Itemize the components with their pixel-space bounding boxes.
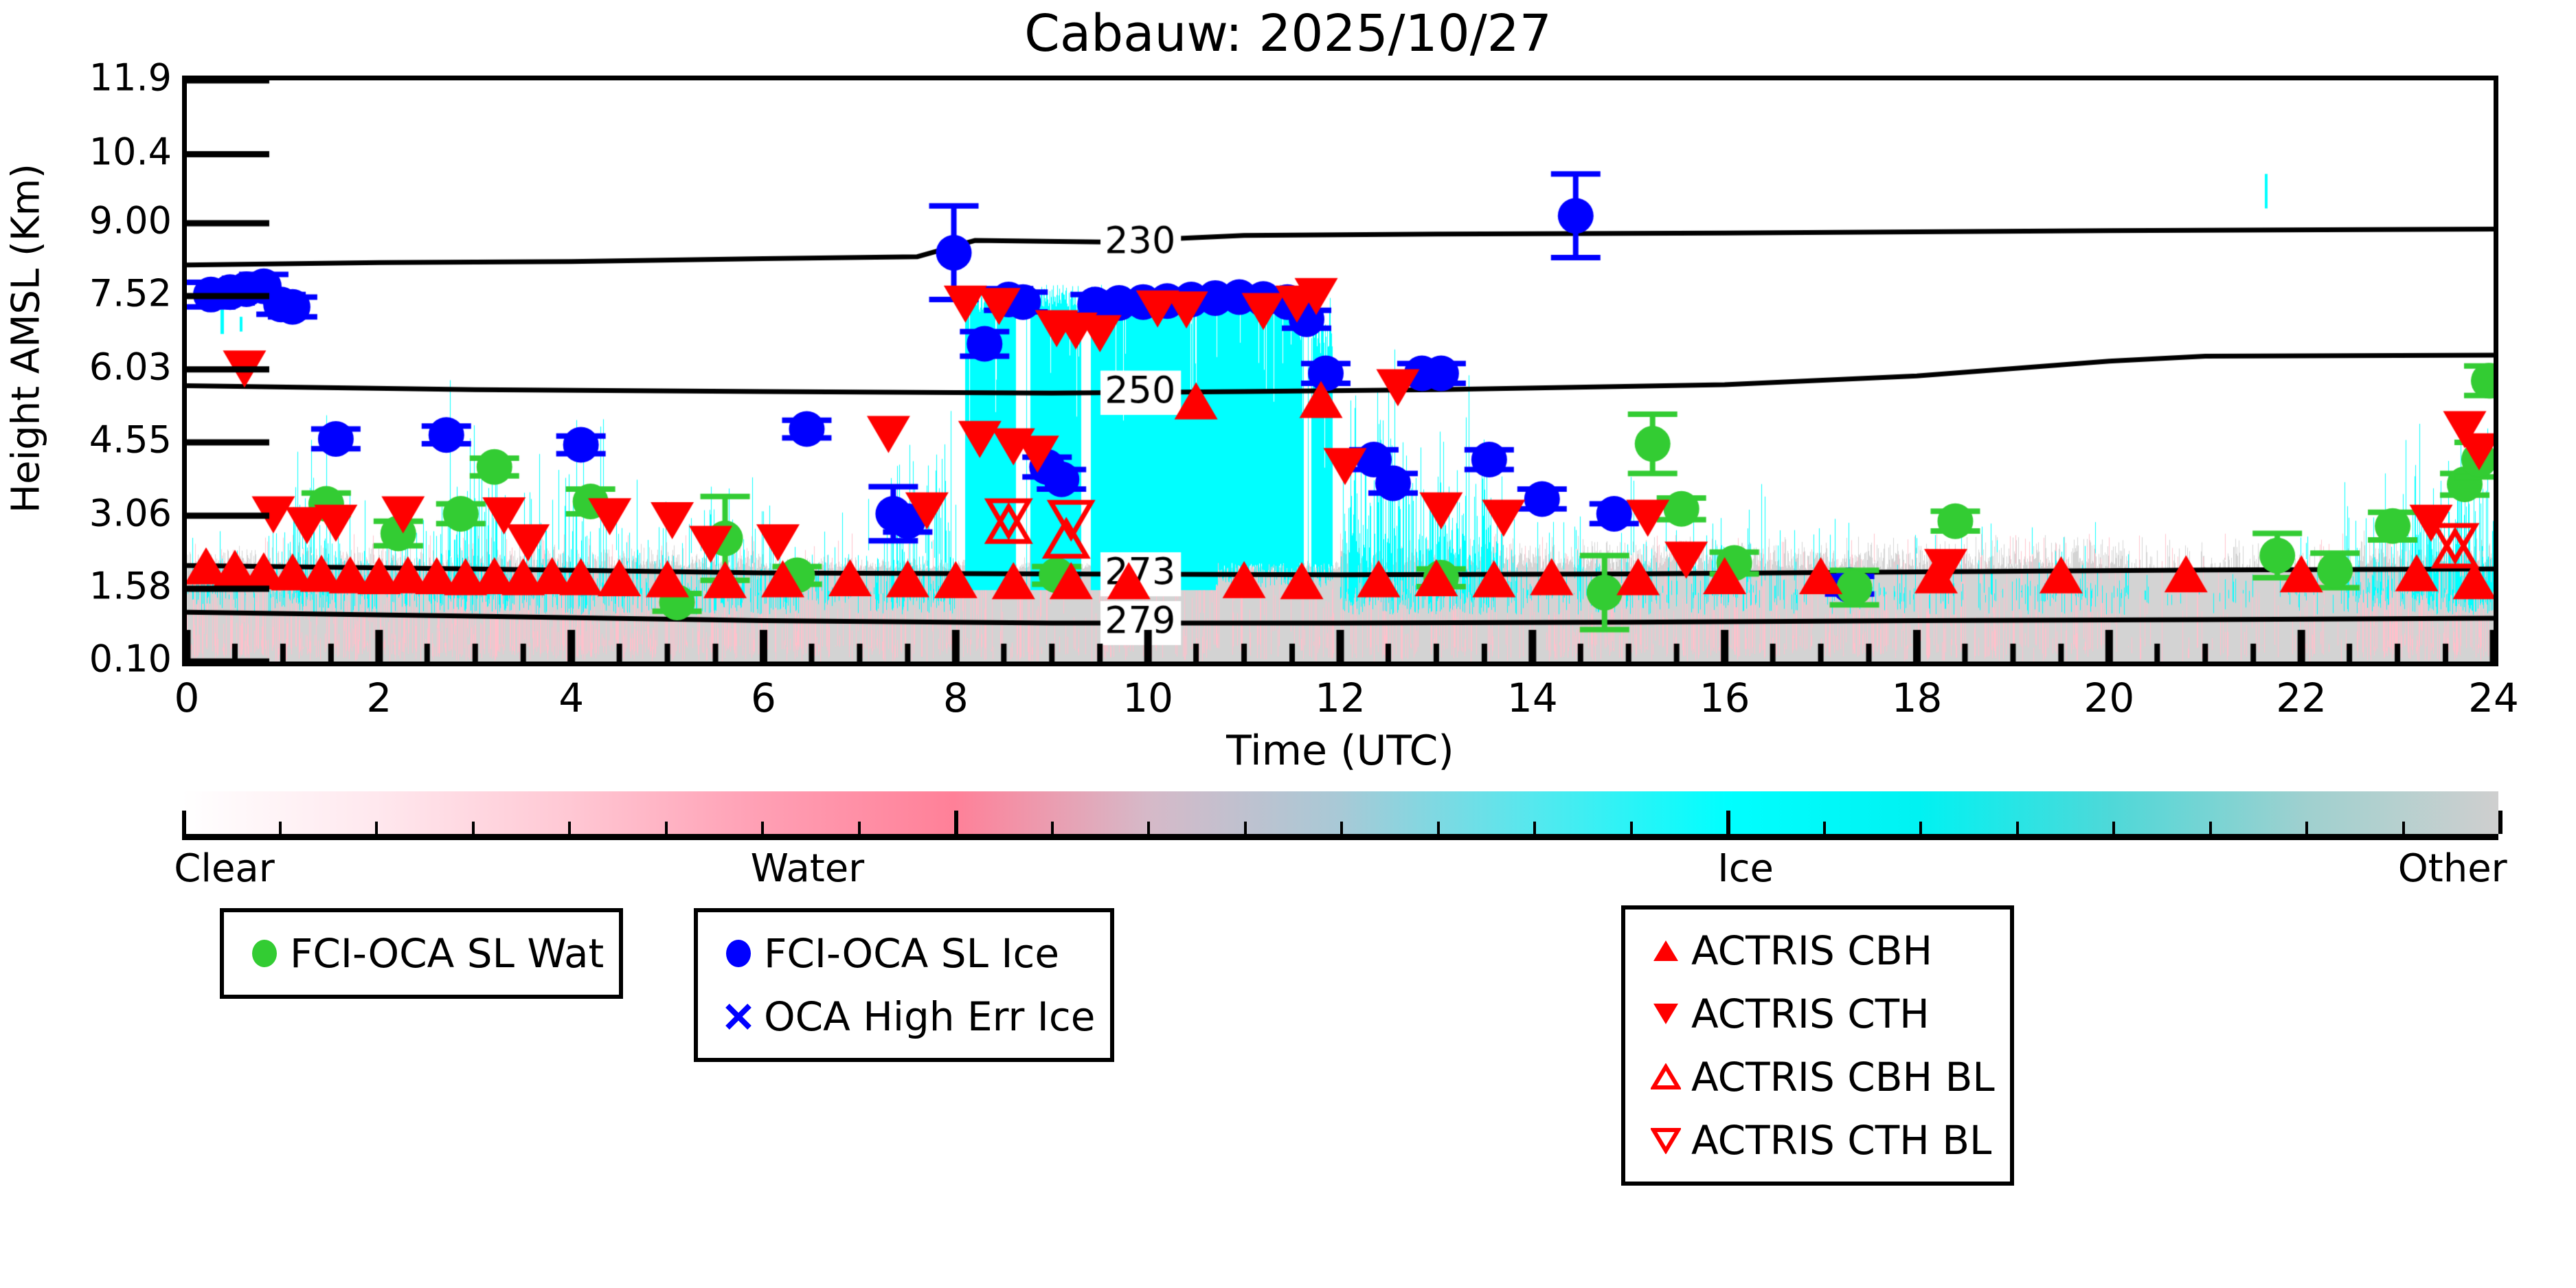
triangle-down-open-icon xyxy=(1640,1127,1691,1154)
colorbar-tick xyxy=(1436,822,1440,834)
x-tick-label: 6 xyxy=(751,675,776,721)
legend-label: ACTRIS CBH BL xyxy=(1691,1054,1995,1100)
colorbar-tick xyxy=(278,822,282,834)
legend-item[interactable]: ACTRIS CBH xyxy=(1640,919,1995,982)
legend-label: FCI-OCA SL Wat xyxy=(290,930,605,977)
x-tick-label: 8 xyxy=(942,675,969,721)
circle-filled-icon xyxy=(713,940,764,967)
colorbar-tick xyxy=(2015,822,2019,834)
legend-label: FCI-OCA SL Ice xyxy=(764,930,1060,977)
x-tick-label: 22 xyxy=(2276,675,2327,721)
page-title: Cabauw: 2025/10/27 xyxy=(1024,4,1552,63)
colorbar-label: Ice xyxy=(1717,846,1774,891)
colorbar-tick xyxy=(1822,822,1826,834)
x-axis-tick-labels: 0 2 4 6 8 10 12 14 16 18 20 22 24 xyxy=(174,675,2519,730)
colorbar-tick xyxy=(1533,822,1536,834)
colorbar-tick xyxy=(2112,822,2115,834)
legend-label: ACTRIS CTH BL xyxy=(1691,1117,1992,1164)
x-tick-label: 0 xyxy=(174,675,200,721)
colorbar-tick xyxy=(761,822,764,834)
x-tick-label: 4 xyxy=(558,675,585,721)
x-tick-label: 2 xyxy=(366,675,392,721)
legend-item[interactable]: OCA High Err Ice xyxy=(713,985,1095,1048)
x-tick-label: 16 xyxy=(1699,675,1750,721)
legend-label: ACTRIS CBH xyxy=(1691,927,1933,974)
colorbar-tick-labels: Clear Water Ice Other xyxy=(0,846,2576,894)
legend-label: OCA High Err Ice xyxy=(764,993,1096,1040)
colorbar-tick xyxy=(2402,822,2405,834)
colorbar-tick xyxy=(954,811,958,834)
legend-actris: ACTRIS CBH ACTRIS CTH ACTRIS CBH BL ACTR… xyxy=(1621,905,2014,1186)
colorbar-tick xyxy=(375,822,378,834)
colorbar-label: Clear xyxy=(174,846,275,891)
plot-area xyxy=(182,76,2498,666)
colorbar-tick xyxy=(1726,811,1730,834)
y-tick-label: 11.9 xyxy=(89,56,172,100)
legend-item[interactable]: ACTRIS CTH BL xyxy=(1640,1109,1995,1172)
x-tick-label: 20 xyxy=(2083,675,2135,721)
legend-item[interactable]: FCI-OCA SL Ice xyxy=(713,922,1095,985)
x-tick-label: 14 xyxy=(1506,675,1558,721)
colorbar-tick xyxy=(857,822,861,834)
legend-item[interactable]: FCI-OCA SL Wat xyxy=(239,922,604,985)
colorbar-label: Water xyxy=(750,846,865,891)
colorbar-label: Other xyxy=(2397,846,2507,891)
x-cross-icon xyxy=(713,1002,764,1032)
legend-water: FCI-OCA SL Wat xyxy=(220,908,624,999)
colorbar-tick xyxy=(1629,822,1633,834)
x-tick-label: 24 xyxy=(2468,675,2519,721)
y-tick-label: 6.03 xyxy=(89,345,172,389)
colorbar-tick xyxy=(664,822,668,834)
y-tick-label: 0.10 xyxy=(89,637,172,681)
y-tick-label: 3.06 xyxy=(89,491,172,535)
colorbar-tick xyxy=(1243,822,1247,834)
y-tick-label: 9.00 xyxy=(89,199,172,242)
colorbar-tick xyxy=(1050,822,1054,834)
y-tick-label: 7.52 xyxy=(89,271,172,315)
legend-label: ACTRIS CTH xyxy=(1691,991,1930,1037)
colorbar-tick xyxy=(2498,811,2502,834)
x-axis-label: Time (UTC) xyxy=(1226,727,1454,775)
colorbar-tick xyxy=(182,811,186,834)
colorbar-tick xyxy=(1919,822,1922,834)
x-tick-label: 12 xyxy=(1315,675,1366,721)
triangle-up-open-icon xyxy=(1640,1063,1691,1091)
y-tick-label: 10.4 xyxy=(89,130,172,174)
triangle-down-filled-icon xyxy=(1640,1000,1691,1028)
y-tick-label: 1.58 xyxy=(89,564,172,608)
legend-ice: FCI-OCA SL Ice OCA High Err Ice xyxy=(694,908,1115,1062)
colorbar-tick xyxy=(471,822,475,834)
circle-filled-icon xyxy=(239,940,290,967)
colorbar xyxy=(182,791,2502,840)
colorbar-tick xyxy=(2305,822,2308,834)
colorbar-tick xyxy=(2208,822,2212,834)
triangle-up-filled-icon xyxy=(1640,937,1691,964)
x-tick-label: 10 xyxy=(1122,675,1174,721)
colorbar-tick xyxy=(1147,822,1150,834)
y-axis-tick-labels: 11.9 10.4 9.00 7.52 6.03 4.55 3.06 1.58 0.10 xyxy=(0,56,172,681)
x-tick-label: 18 xyxy=(1891,675,1943,721)
legend-item[interactable]: ACTRIS CTH xyxy=(1640,982,1995,1046)
curtain-plot-canvas xyxy=(187,80,2494,662)
colorbar-tick xyxy=(568,822,571,834)
legend-item[interactable]: ACTRIS CBH BL xyxy=(1640,1046,1995,1109)
y-tick-label: 4.55 xyxy=(89,418,172,462)
colorbar-tick xyxy=(1340,822,1343,834)
